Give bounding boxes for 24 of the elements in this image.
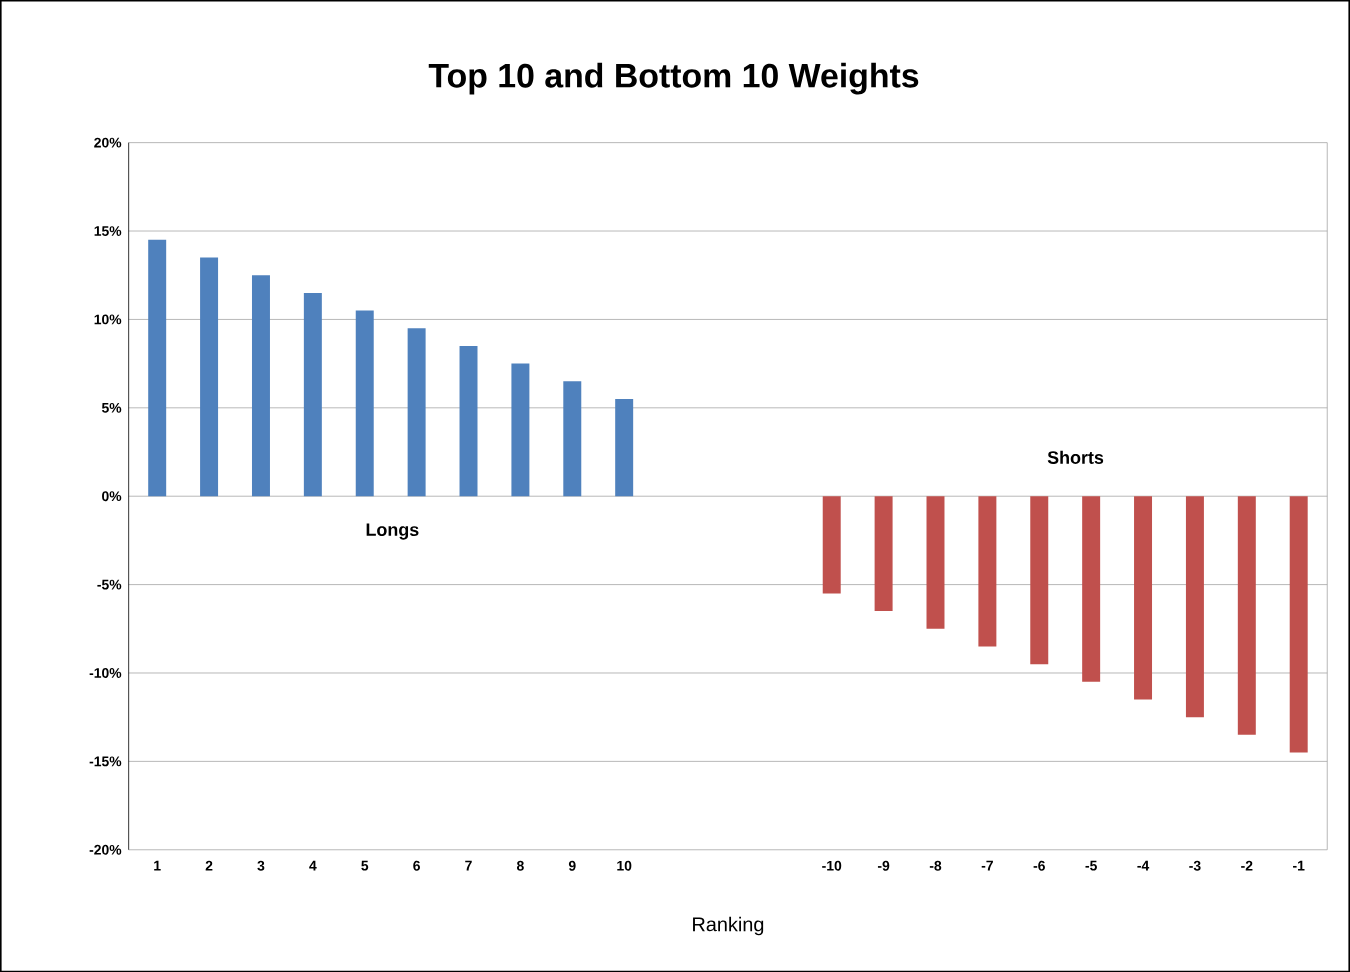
bar (251, 275, 270, 496)
bar (303, 292, 322, 496)
bar (1185, 495, 1204, 717)
chart-title: Top 10 and Bottom 10 Weights (428, 62, 919, 95)
bar (926, 495, 945, 629)
bar (874, 495, 893, 611)
bar (615, 398, 634, 496)
bar (1134, 495, 1153, 700)
bar (978, 495, 997, 647)
bar (148, 239, 167, 496)
bar (355, 310, 374, 496)
bar (822, 495, 841, 594)
bar (511, 363, 530, 496)
bar (1289, 495, 1308, 753)
bar (563, 381, 582, 496)
x-axis-title: Ranking (693, 916, 764, 936)
bar (1082, 495, 1101, 682)
bar (407, 328, 426, 496)
bar (459, 345, 478, 496)
bar (1237, 495, 1256, 735)
annotation: Longs (366, 523, 419, 540)
bar (200, 257, 219, 496)
bar (1030, 495, 1049, 664)
annotation: Shorts (1047, 450, 1104, 464)
